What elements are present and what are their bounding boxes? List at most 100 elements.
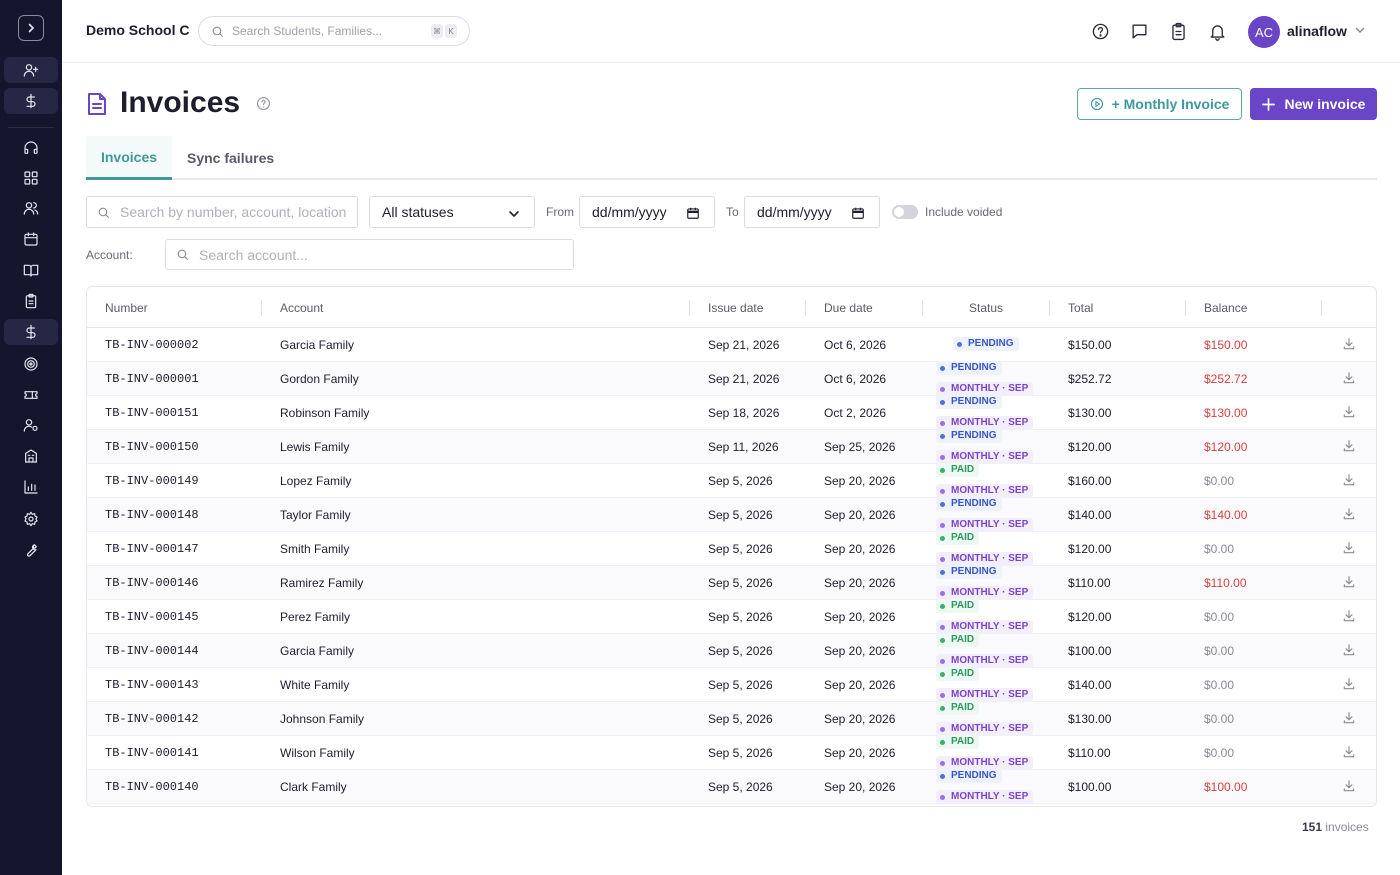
sidebar-item-locations[interactable] (4, 443, 58, 469)
sidebar-item-reports[interactable] (4, 474, 58, 500)
column-header-issue-date[interactable]: Issue date (708, 301, 764, 315)
sidebar-item-tasks[interactable] (4, 288, 58, 314)
invoice-search[interactable] (86, 196, 358, 228)
invoice-number[interactable]: TB-INV-000147 (105, 542, 199, 556)
invoice-number[interactable]: TB-INV-000150 (105, 440, 199, 454)
download-icon[interactable] (1342, 745, 1356, 759)
invoice-number[interactable]: TB-INV-000146 (105, 576, 199, 590)
account-name[interactable]: Johnson Family (280, 712, 365, 726)
username[interactable]: alinaflow (1287, 23, 1347, 39)
account-search-input[interactable] (199, 246, 559, 263)
account-name[interactable]: Clark Family (280, 780, 347, 794)
sidebar-item-add-user[interactable] (4, 57, 58, 83)
calendar-icon[interactable] (686, 206, 700, 220)
global-search-input[interactable] (232, 24, 432, 38)
table-row[interactable]: TB-INV-000140 Clark Family Sep 5, 2026 Sep … (87, 769, 1376, 804)
invoice-number[interactable]: TB-INV-000148 (105, 508, 199, 522)
status-select[interactable]: All statuses (369, 196, 535, 228)
sidebar-item-people[interactable] (4, 195, 58, 221)
download-icon[interactable] (1342, 507, 1356, 521)
column-header-due-date[interactable]: Due date (824, 301, 873, 315)
account-name[interactable]: Garcia Family (280, 644, 355, 658)
info-help-icon[interactable] (256, 96, 271, 111)
account-name[interactable]: Taylor Family (280, 508, 351, 522)
table-row[interactable]: TB-INV-000148 Taylor Family Sep 5, 2026 Sep… (87, 497, 1376, 532)
sidebar-item-tickets[interactable] (4, 382, 58, 408)
account-name[interactable]: Robinson Family (280, 406, 370, 420)
invoice-number[interactable]: TB-INV-000001 (105, 372, 199, 386)
calendar-icon[interactable] (851, 206, 865, 220)
account-name[interactable]: Perez Family (280, 610, 351, 624)
sidebar-item-support[interactable] (4, 135, 58, 161)
sidebar-item-tools[interactable] (4, 537, 58, 563)
invoice-number[interactable]: TB-INV-000002 (105, 338, 199, 352)
account-name[interactable]: Gordon Family (280, 372, 359, 386)
chevron-down-icon[interactable] (1354, 24, 1366, 36)
table-row[interactable]: TB-INV-000145 Perez Family Sep 5, 2026 Sep … (87, 599, 1376, 634)
invoice-number[interactable]: TB-INV-000140 (105, 780, 199, 794)
account-name[interactable]: Lopez Family (280, 474, 352, 488)
table-row[interactable]: TB-INV-000143 White Family Sep 5, 2026 Sep … (87, 667, 1376, 702)
column-header-total[interactable]: Total (1068, 301, 1094, 315)
new-invoice-button[interactable]: New invoice (1250, 88, 1377, 120)
notifications-button[interactable] (1207, 21, 1227, 41)
download-icon[interactable] (1342, 473, 1356, 487)
global-search[interactable]: ⌘ K (198, 16, 470, 46)
download-icon[interactable] (1342, 405, 1356, 419)
column-header-number[interactable]: Number (105, 301, 148, 315)
invoice-number[interactable]: TB-INV-000141 (105, 746, 199, 760)
table-row[interactable]: TB-INV-000146 Ramirez Family Sep 5, 2026 Se… (87, 565, 1376, 600)
sidebar-expand-button[interactable] (18, 15, 44, 41)
download-icon[interactable] (1342, 541, 1356, 555)
download-icon[interactable] (1342, 677, 1356, 691)
table-row[interactable]: TB-INV-000151 Robinson Family Sep 18, 2026… (87, 395, 1376, 430)
sidebar-item-staff[interactable] (4, 412, 58, 438)
table-row[interactable]: TB-INV-000147 Smith Family Sep 5, 2026 Sep … (87, 531, 1376, 566)
table-row[interactable]: TB-INV-000001 Gordon Family Sep 21, 2026 Oc… (87, 361, 1376, 396)
invoice-number[interactable]: TB-INV-000143 (105, 678, 199, 692)
download-icon[interactable] (1342, 337, 1356, 351)
download-icon[interactable] (1342, 609, 1356, 623)
account-name[interactable]: Garcia Family (280, 338, 355, 352)
invoice-number[interactable]: TB-INV-000151 (105, 406, 199, 420)
download-icon[interactable] (1342, 439, 1356, 453)
table-row[interactable]: TB-INV-000144 Garcia Family Sep 5, 2026 Sep… (87, 633, 1376, 668)
download-icon[interactable] (1342, 779, 1356, 793)
sidebar-item-settings[interactable] (4, 506, 58, 532)
messages-button[interactable] (1129, 21, 1149, 41)
table-row[interactable]: TB-INV-000141 Wilson Family Sep 5, 2026 Sep… (87, 735, 1376, 770)
download-icon[interactable] (1342, 371, 1356, 385)
column-header-account[interactable]: Account (280, 301, 324, 315)
account-name[interactable]: White Family (280, 678, 350, 692)
include-voided-toggle[interactable] (892, 205, 918, 219)
account-name[interactable]: Smith Family (280, 542, 350, 556)
account-name[interactable]: Lewis Family (280, 440, 350, 454)
help-button[interactable] (1090, 21, 1110, 41)
sidebar-item-goals[interactable] (4, 351, 58, 377)
account-search[interactable] (165, 239, 574, 270)
sidebar-item-courses[interactable] (4, 257, 58, 283)
table-row[interactable]: TB-INV-000002 Garcia Family Sep 21, 2026 Oc… (87, 328, 1376, 362)
tab-sync-failures[interactable]: Sync failures (187, 150, 275, 166)
tasks-button[interactable] (1168, 21, 1188, 41)
avatar[interactable]: AC (1248, 16, 1280, 48)
invoice-number[interactable]: TB-INV-000142 (105, 712, 199, 726)
sidebar-item-invoices[interactable] (4, 319, 58, 345)
monthly-invoice-button[interactable]: + Monthly Invoice (1077, 88, 1242, 120)
table-row[interactable]: TB-INV-000149 Lopez Family Sep 5, 2026 Sep … (87, 463, 1376, 498)
table-row[interactable]: TB-INV-000142 Johnson Family Sep 5, 2026 Se… (87, 701, 1376, 736)
invoice-search-input[interactable] (120, 204, 348, 220)
to-date-input[interactable]: dd/mm/yyyy (744, 196, 880, 228)
account-name[interactable]: Wilson Family (280, 746, 355, 760)
download-icon[interactable] (1342, 643, 1356, 657)
invoice-number[interactable]: TB-INV-000144 (105, 644, 199, 658)
from-date-input[interactable]: dd/mm/yyyy (579, 196, 715, 228)
sidebar-item-billing[interactable] (4, 88, 58, 114)
invoice-number[interactable]: TB-INV-000149 (105, 474, 199, 488)
sidebar-item-dashboard[interactable] (4, 165, 58, 191)
download-icon[interactable] (1342, 711, 1356, 725)
sidebar-item-calendar[interactable] (4, 226, 58, 252)
download-icon[interactable] (1342, 575, 1356, 589)
tab-invoices[interactable]: Invoices (86, 136, 172, 180)
school-name[interactable]: Demo School C (86, 22, 190, 38)
